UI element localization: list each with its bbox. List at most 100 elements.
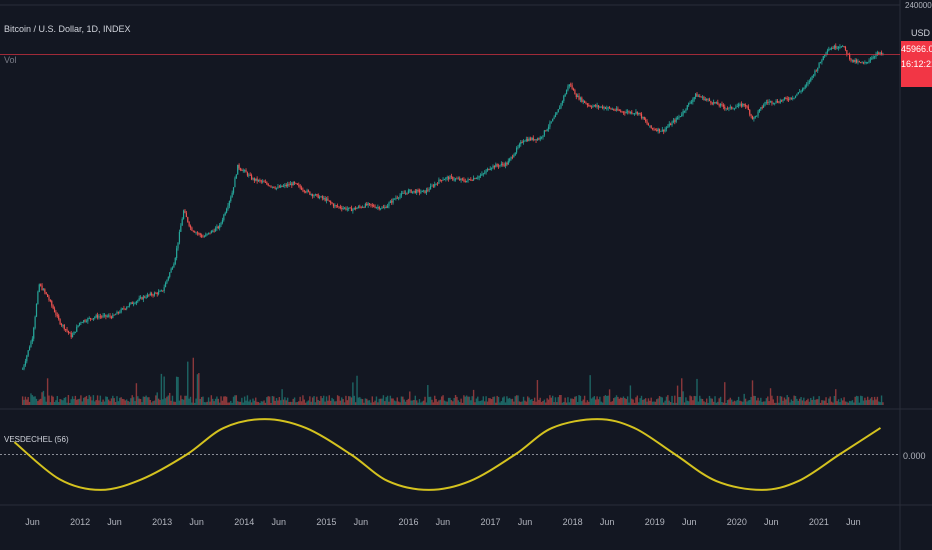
volume-label[interactable]: Vol	[4, 55, 17, 65]
volume-bar-515	[736, 400, 738, 405]
oscillator-label[interactable]: VESDECHEL (56)	[4, 435, 69, 444]
time-tick-2[interactable]: Jun	[107, 517, 122, 527]
volume-bar-250	[368, 400, 371, 405]
time-tick-17[interactable]: 2020	[727, 517, 747, 527]
volume-bar-441	[633, 402, 636, 405]
price-candle-body-450	[646, 121, 648, 124]
volume-bar-112	[177, 376, 179, 405]
volume-bar-510	[729, 397, 732, 405]
volume-bar-60	[105, 396, 107, 405]
time-tick-11[interactable]: 2017	[481, 517, 501, 527]
price-candle-body-133	[206, 233, 208, 235]
price-candle-body-317	[461, 178, 464, 180]
price-candle-body-289	[423, 190, 425, 192]
price-candle-body-144	[221, 219, 224, 223]
price-candle-body-341	[495, 164, 497, 168]
price-candle-body-251	[370, 203, 372, 206]
price-candle-body-322	[468, 179, 471, 180]
time-tick-10[interactable]: Jun	[436, 517, 451, 527]
symbol-title[interactable]: Bitcoin / U.S. Dollar, 1D, INDEX	[4, 24, 131, 34]
price-candle-body-226	[335, 205, 337, 207]
price-candle-body-607	[864, 62, 866, 64]
time-tick-5[interactable]: 2014	[234, 517, 254, 527]
price-candle-body-579	[825, 52, 827, 56]
price-candle-body-13	[40, 284, 42, 286]
time-tick-19[interactable]: 2021	[809, 517, 829, 527]
volume-bar-142	[218, 402, 221, 405]
price-candle-body-285	[417, 189, 419, 191]
price-candle-body-247	[364, 203, 366, 208]
volume-bar-427	[614, 397, 616, 405]
price-candle-body-430	[618, 110, 620, 112]
price-candle-body-382	[552, 118, 554, 122]
volume-bar-352	[510, 399, 512, 405]
time-tick-16[interactable]: Jun	[682, 517, 697, 527]
volume-bar-597	[850, 401, 852, 405]
volume-bar-9	[34, 396, 36, 405]
time-tick-8[interactable]: Jun	[354, 517, 369, 527]
price-candle-body-96	[155, 292, 157, 294]
price-candle-body-18	[47, 294, 49, 297]
volume-bar-191	[286, 397, 289, 405]
time-tick-12[interactable]: Jun	[518, 517, 533, 527]
price-candle-body-601	[855, 59, 858, 63]
currency-label[interactable]: USD	[911, 28, 931, 38]
price-candle-body-528	[754, 115, 756, 118]
time-tick-13[interactable]: 2018	[563, 517, 583, 527]
time-tick-7[interactable]: 2015	[316, 517, 336, 527]
time-axis[interactable]: Jun 2012 Jun 2013 Jun 2014 Jun 2015 Jun 2016 Jun 20…	[25, 517, 860, 527]
volume-bar-400	[576, 402, 579, 405]
volume-bar-394	[568, 402, 571, 405]
oscillator-pane[interactable]	[0, 418, 900, 491]
price-candle-body-151	[231, 192, 233, 198]
volume-bar-369	[533, 397, 536, 405]
time-tick-20[interactable]: Jun	[846, 517, 861, 527]
price-candle-body-339	[492, 165, 494, 168]
time-tick-15[interactable]: 2019	[645, 517, 665, 527]
volume-bar-477	[683, 402, 686, 405]
volume-bar-402	[579, 395, 582, 405]
price-candle-body-495	[708, 99, 711, 102]
volume-bar-176	[266, 397, 268, 405]
volume-bar-358	[518, 401, 521, 405]
volume-bar-268	[393, 400, 396, 405]
time-tick-18[interactable]: Jun	[764, 517, 779, 527]
volume-bar-32	[66, 402, 68, 405]
price-pane[interactable]	[0, 43, 900, 371]
volume-bar-199	[298, 401, 300, 405]
volume-bar-58	[102, 399, 104, 405]
volume-bar-139	[214, 398, 217, 405]
volume-bar-146	[224, 396, 226, 405]
volume-bar-170	[257, 402, 260, 405]
time-tick-3[interactable]: 2013	[152, 517, 172, 527]
time-tick-9[interactable]: 2016	[398, 517, 418, 527]
time-tick-0[interactable]: Jun	[25, 517, 40, 527]
price-candle-body-274	[402, 192, 404, 194]
volume-bar-81	[134, 401, 136, 405]
price-candle-body-299	[436, 183, 439, 185]
price-candle-body-192	[288, 184, 290, 186]
volume-bar-158	[241, 397, 243, 405]
price-candle-body-591	[842, 46, 844, 47]
time-tick-14[interactable]: Jun	[600, 517, 615, 527]
volume-bar-258	[379, 398, 382, 405]
volume-bar-315	[459, 402, 461, 405]
price-candle-body-161	[245, 170, 247, 173]
volume-bar-531	[758, 400, 761, 405]
price-candle-body-533	[761, 107, 763, 109]
volume-bar-384	[554, 397, 557, 405]
price-candle-body-303	[442, 179, 444, 181]
volume-bar-210	[313, 396, 315, 405]
price-candle-body-206	[307, 190, 310, 192]
time-tick-1[interactable]: 2012	[70, 517, 90, 527]
price-candle-body-462	[663, 129, 665, 132]
time-tick-6[interactable]: Jun	[271, 517, 286, 527]
volume-bar-189	[284, 397, 286, 405]
price-candle-body-546	[779, 100, 781, 103]
time-tick-4[interactable]: Jun	[189, 517, 204, 527]
price-candle-body-529	[756, 115, 758, 117]
volume-bar-541	[772, 399, 775, 405]
volume-bar-110	[174, 401, 176, 405]
volume-bar-278	[407, 398, 410, 405]
